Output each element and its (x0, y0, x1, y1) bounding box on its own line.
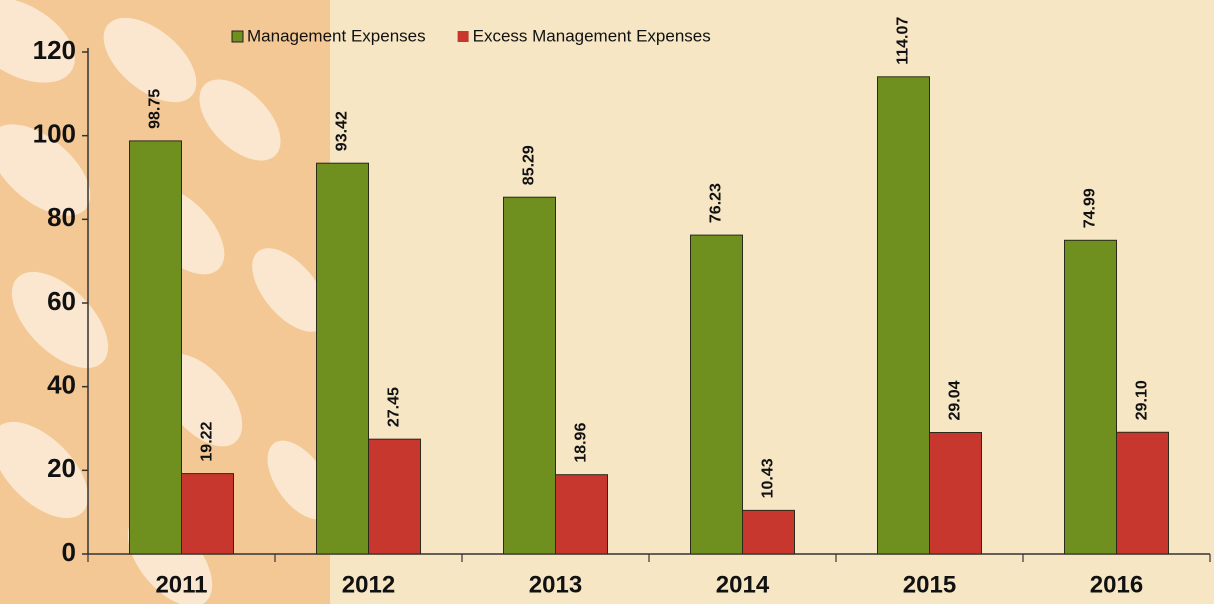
value-label: 27.45 (386, 387, 403, 427)
value-label: 114.07 (895, 17, 912, 65)
legend-swatch (458, 31, 469, 42)
bar (691, 235, 743, 554)
value-label: 93.42 (334, 111, 351, 151)
x-tick-label: 2013 (529, 571, 582, 598)
value-label: 76.23 (708, 183, 725, 223)
y-tick-label: 80 (47, 202, 76, 232)
page: 0 20 40 60 80 100 120 2011 98.75 19.22 2012 93.42 27… (0, 0, 1214, 604)
bar (130, 141, 182, 554)
x-tick-label: 2014 (716, 571, 770, 598)
y-tick-label: 20 (47, 453, 76, 483)
bar (1117, 432, 1169, 554)
bar (878, 77, 930, 554)
value-label: 29.10 (1134, 380, 1151, 420)
x-tick-label: 2012 (342, 571, 395, 598)
value-label: 98.75 (147, 89, 164, 129)
legend-label: Excess Management Expenses (473, 26, 711, 45)
x-tick-label: 2011 (155, 571, 207, 598)
x-tick-label: 2016 (1090, 571, 1143, 598)
legend-label: Management Expenses (247, 26, 426, 45)
x-tick-label: 2015 (903, 571, 956, 598)
value-label: 19.22 (199, 421, 216, 461)
y-tick-label: 60 (47, 286, 76, 316)
chart: 0 20 40 60 80 100 120 2011 98.75 19.22 2012 93.42 27… (0, 0, 1214, 604)
y-tick-label: 0 (62, 537, 76, 567)
bar (930, 433, 982, 554)
value-label: 74.99 (1082, 188, 1099, 228)
bar (369, 439, 421, 554)
legend-swatch (232, 31, 243, 42)
y-tick-label: 100 (33, 119, 76, 149)
y-tick-label: 40 (47, 370, 76, 400)
value-label: 29.04 (947, 380, 964, 420)
bar (182, 474, 234, 554)
value-label: 85.29 (521, 145, 538, 185)
bar (317, 163, 369, 554)
bar (504, 197, 556, 554)
bar (743, 510, 795, 554)
value-label: 10.43 (760, 458, 777, 498)
bar (1065, 240, 1117, 554)
value-label: 18.96 (573, 423, 590, 463)
y-tick-label: 120 (33, 35, 76, 65)
bar (556, 475, 608, 554)
